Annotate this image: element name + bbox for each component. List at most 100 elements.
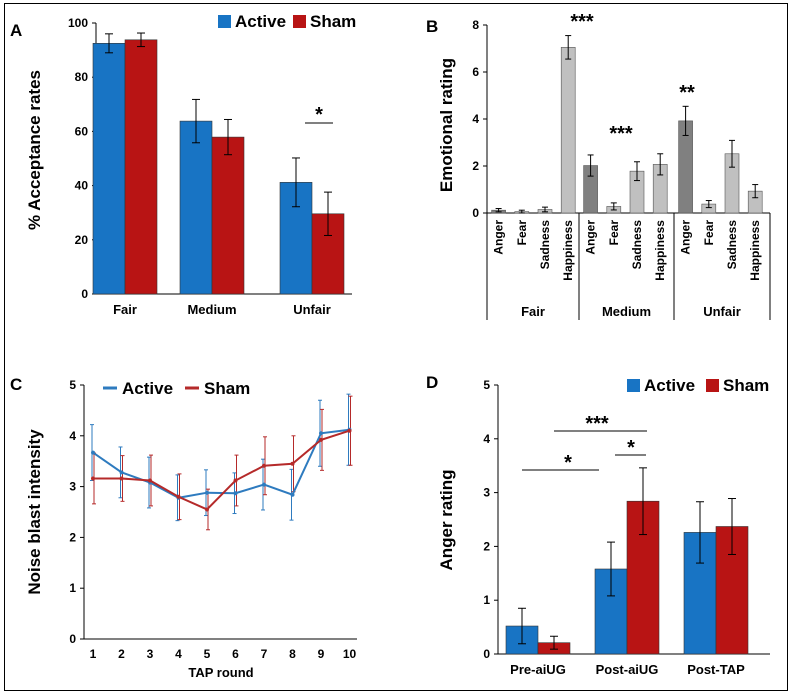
emotion-label: Fear <box>607 220 621 246</box>
emotion-label: Happiness <box>748 220 762 281</box>
point-sham <box>319 437 323 442</box>
y-tick-label: 2 <box>472 159 479 173</box>
group-label: Medium <box>602 304 651 319</box>
point-sham <box>205 507 209 512</box>
point-sham <box>262 463 266 468</box>
y-tick-label: 5 <box>483 378 490 392</box>
bar-sham <box>211 136 245 295</box>
point-sham <box>233 478 238 483</box>
point-active <box>91 450 95 455</box>
emotion-label: Anger <box>492 220 506 255</box>
y-tick-label: 0 <box>81 287 88 301</box>
panel-a-letter: A <box>10 21 22 40</box>
point-active <box>205 490 209 495</box>
line-active <box>92 428 350 499</box>
legend-sham-label: Sham <box>310 12 356 31</box>
emotion-label: Sadness <box>725 220 739 270</box>
significance-marker: *** <box>570 11 594 33</box>
bar-sham <box>626 500 660 655</box>
bar-sham <box>124 39 158 295</box>
y-tick-label: 0 <box>472 206 479 220</box>
y-tick-label: 4 <box>483 432 490 446</box>
significance-marker: * <box>627 437 635 459</box>
x-tick-label: 10 <box>343 647 357 661</box>
legend-active-swatch <box>627 379 640 392</box>
x-tick-label: 6 <box>232 647 239 661</box>
y-tick-label: 80 <box>75 70 89 84</box>
x-category-label: Post-aiUG <box>596 662 659 677</box>
group-label: Fair <box>521 304 545 319</box>
significance-marker: * <box>564 452 572 474</box>
y-tick-label: 100 <box>68 16 88 30</box>
y-tick-label: 6 <box>472 65 479 79</box>
x-category-label: Medium <box>187 302 236 317</box>
y-tick-label: 2 <box>483 539 490 553</box>
panel-d-letter: D <box>426 373 438 392</box>
y-tick-label: 20 <box>75 233 89 247</box>
y-tick-label: 4 <box>472 112 479 126</box>
legend-active-swatch <box>218 15 231 28</box>
x-tick-label: 7 <box>261 647 268 661</box>
x-tick-label: 1 <box>90 647 97 661</box>
legend-active-label: Active <box>122 379 173 398</box>
legend-sham-swatch <box>706 379 719 392</box>
line-sham <box>93 429 350 511</box>
bar-happiness <box>560 47 576 214</box>
legend-sham-label: Sham <box>723 376 769 395</box>
x-category-label: Pre-aiUG <box>510 662 566 677</box>
significance-marker: ** <box>679 82 695 104</box>
point-sham <box>176 494 181 499</box>
group-label: Unfair <box>703 304 741 319</box>
point-active <box>233 491 238 496</box>
emotion-label: Fear <box>702 220 716 246</box>
point-active <box>262 482 266 487</box>
y-axis-title: Anger rating <box>437 469 456 570</box>
y-tick-label: 0 <box>483 647 490 661</box>
y-tick-label: 3 <box>69 480 76 494</box>
x-tick-label: 2 <box>118 647 125 661</box>
point-sham <box>290 461 295 466</box>
panel-b-letter: B <box>426 17 438 36</box>
y-tick-label: 2 <box>69 530 76 544</box>
y-axis-title: Emotional rating <box>437 58 456 192</box>
legend-active-label: Active <box>644 376 695 395</box>
y-tick-label: 8 <box>472 18 479 32</box>
point-sham <box>148 478 152 483</box>
x-tick-label: 8 <box>289 647 296 661</box>
significance-marker: * <box>315 104 323 126</box>
y-tick-label: 1 <box>69 581 76 595</box>
x-category-label: Unfair <box>293 302 331 317</box>
emotion-label: Sadness <box>538 220 552 270</box>
legend-sham-swatch <box>293 15 306 28</box>
y-tick-label: 1 <box>483 593 490 607</box>
point-sham <box>91 476 95 481</box>
x-tick-label: 5 <box>204 647 211 661</box>
significance-marker: *** <box>609 123 633 145</box>
figure-frame <box>4 3 788 691</box>
y-tick-label: 40 <box>75 179 89 193</box>
point-active <box>319 431 323 436</box>
significance-marker: *** <box>585 413 609 435</box>
emotion-label: Happiness <box>561 220 575 281</box>
point-sham <box>119 476 124 481</box>
panel-c-letter: C <box>10 375 22 394</box>
point-sham <box>347 428 352 433</box>
legend-sham-label: Sham <box>204 379 250 398</box>
x-tick-label: 9 <box>318 647 325 661</box>
emotion-label: Anger <box>679 220 693 255</box>
bar-active <box>179 120 213 295</box>
x-axis-title: TAP round <box>188 665 253 680</box>
emotion-label: Anger <box>584 220 598 255</box>
emotion-label: Happiness <box>653 220 667 281</box>
point-active <box>119 470 124 475</box>
emotion-label: Fear <box>515 220 529 246</box>
y-tick-label: 4 <box>69 429 76 443</box>
y-tick-label: 5 <box>69 378 76 392</box>
y-tick-label: 0 <box>69 632 76 646</box>
x-tick-label: 4 <box>175 647 182 661</box>
x-tick-label: 3 <box>147 647 154 661</box>
x-category-label: Post-TAP <box>687 662 745 677</box>
x-category-label: Fair <box>113 302 137 317</box>
y-tick-label: 3 <box>483 486 490 500</box>
